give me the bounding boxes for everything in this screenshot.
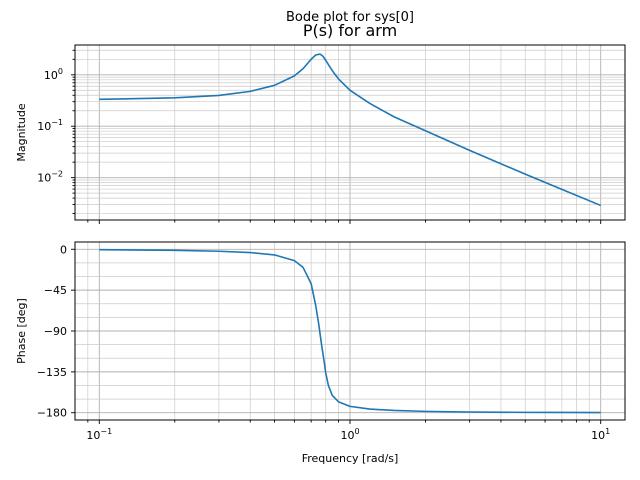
y-tick-exponent: −1 — [51, 118, 63, 127]
x-tick-base: 10 — [86, 429, 100, 442]
figure-suptitle: Bode plot for sys[0] — [286, 10, 414, 25]
x-tick-label: 101 — [591, 427, 610, 442]
phase-axis-label: Phase [deg] — [15, 298, 28, 364]
y-tick-base: 10 — [37, 120, 51, 133]
magnitude-curve — [99, 53, 602, 207]
x-tick-label: 100 — [340, 427, 359, 442]
x-tick-exponent: −1 — [100, 427, 112, 436]
magnitude-grid — [75, 45, 625, 220]
x-tick-base: 10 — [340, 429, 354, 442]
magnitude-tick-label: 10−1 — [37, 118, 63, 133]
phase-tick-label: −90 — [44, 325, 67, 338]
phase-curve — [99, 248, 601, 414]
phase-grid — [75, 242, 625, 420]
frequency-axis-label: Frequency [rad/s] — [302, 452, 399, 465]
magnitude-axis-label: Magnitude — [15, 103, 28, 162]
phase-tick-label: −135 — [37, 366, 67, 379]
y-tick-base: 10 — [44, 69, 58, 82]
phase-tick-label: 0 — [60, 243, 67, 256]
x-tick-base: 10 — [591, 429, 605, 442]
y-tick-exponent: −2 — [51, 170, 63, 179]
y-tick-exponent: 0 — [58, 67, 63, 76]
magnitude-tick-label: 10−2 — [37, 170, 63, 185]
phase-tick-label: −180 — [37, 407, 67, 420]
y-tick-base: 10 — [37, 172, 51, 185]
plot-title: P(s) for arm — [303, 21, 397, 40]
x-tick-label: 10−1 — [86, 427, 112, 442]
phase-tick-label: −45 — [44, 284, 67, 297]
magnitude-tick-label: 100 — [44, 67, 63, 82]
x-tick-exponent: 1 — [605, 427, 610, 436]
x-tick-exponent: 0 — [354, 427, 359, 436]
